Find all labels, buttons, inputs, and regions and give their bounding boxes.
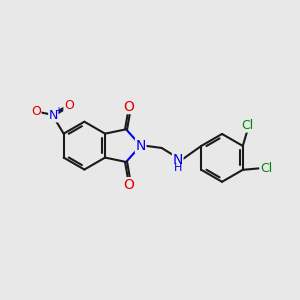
Text: N: N [172,153,183,167]
Text: N: N [49,109,58,122]
Text: O: O [124,178,134,192]
Text: O: O [31,105,41,118]
Text: N: N [136,139,146,153]
Text: -: - [34,101,38,111]
Text: O: O [64,99,74,112]
Text: Cl: Cl [260,162,272,175]
Text: H: H [174,163,182,173]
Text: O: O [124,100,134,113]
Text: +: + [53,106,62,116]
Text: Cl: Cl [241,119,253,132]
